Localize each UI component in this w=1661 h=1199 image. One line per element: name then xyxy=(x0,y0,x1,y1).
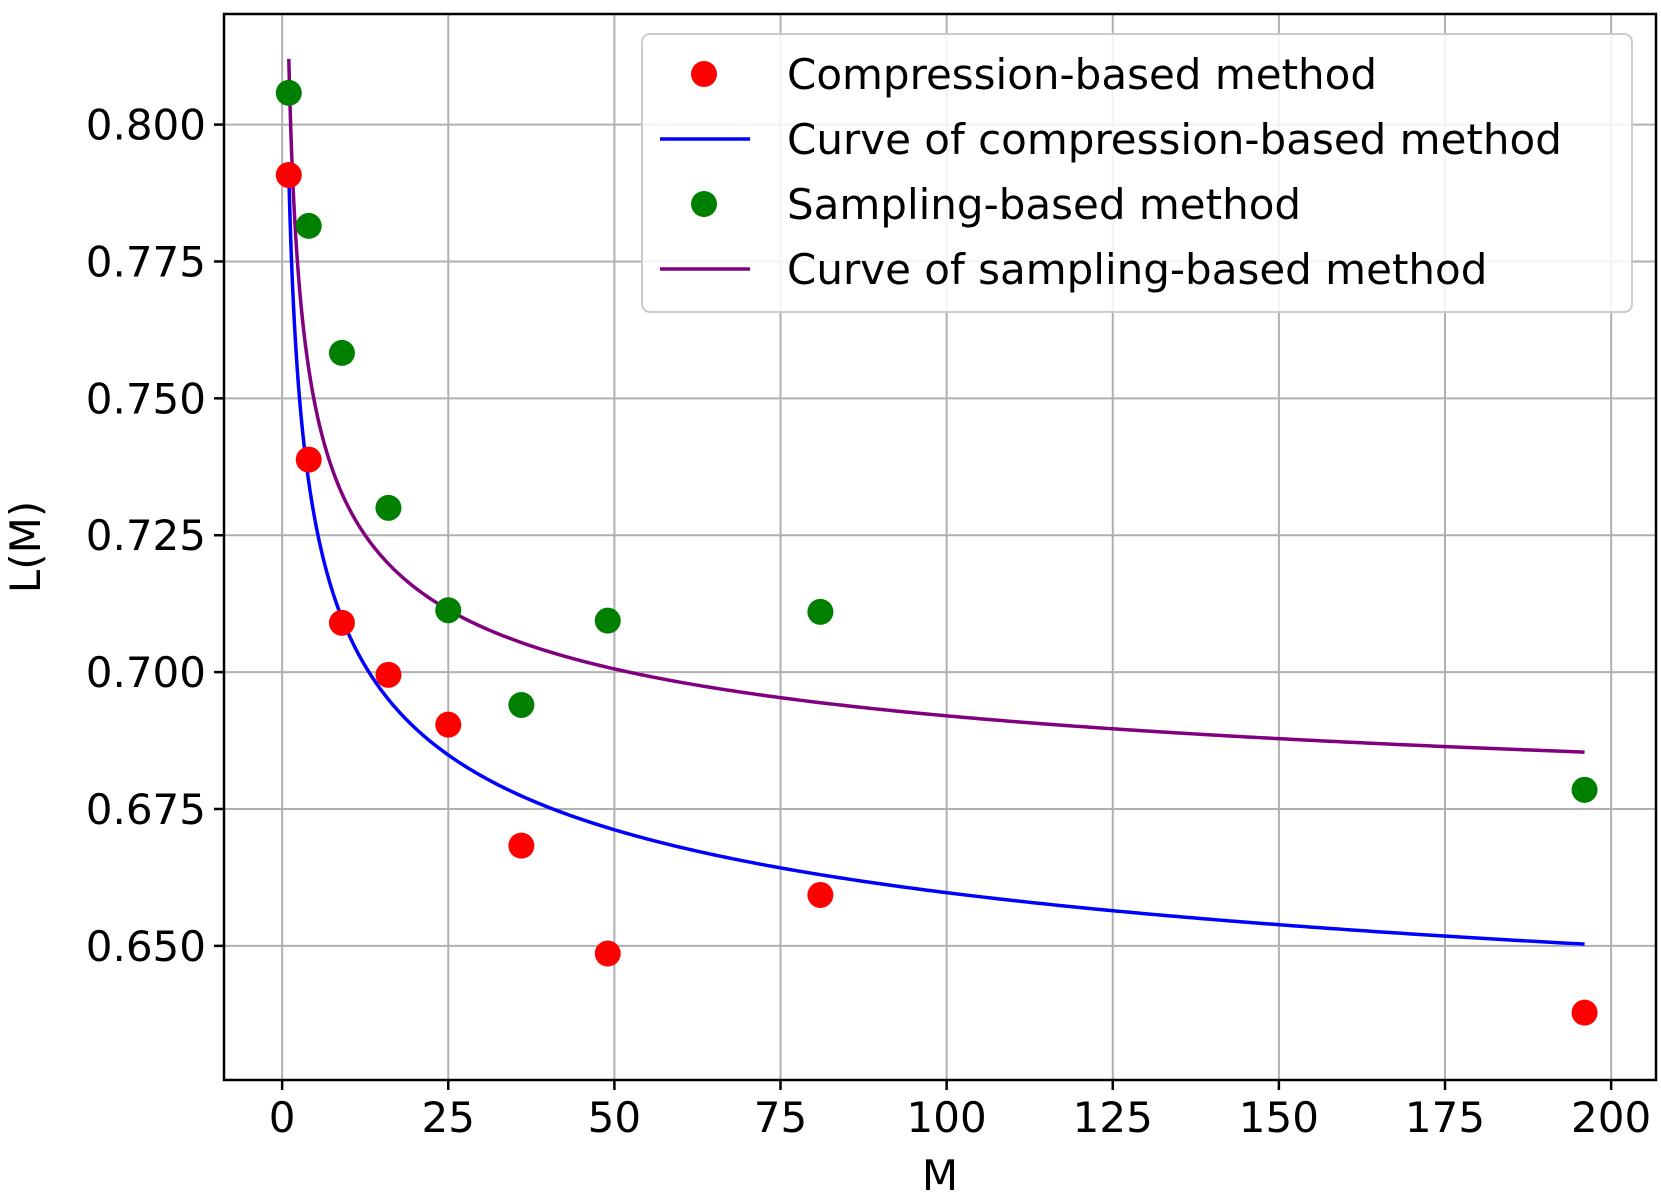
y-tick-label: 0.700 xyxy=(86,648,206,697)
legend-label: Compression-based method xyxy=(787,50,1377,99)
y-tick-label: 0.675 xyxy=(86,785,206,834)
data-point xyxy=(807,598,834,625)
data-point xyxy=(435,711,462,738)
plot-frame xyxy=(222,12,1658,1082)
data-point xyxy=(295,446,322,473)
legend-marker xyxy=(691,61,717,87)
x-axis-title: M xyxy=(922,1151,958,1199)
data-point xyxy=(275,79,302,106)
series-line xyxy=(287,58,1585,754)
data-point xyxy=(1571,999,1598,1026)
y-tick-label: 0.800 xyxy=(86,101,206,150)
legend-label: Curve of compression-based method xyxy=(787,115,1562,164)
y-tick-label: 0.650 xyxy=(86,922,206,971)
axis-ticks: 0 25 50 75 100 125 150 175 200 0.650 0.675 0.700 0.7… xyxy=(86,101,1651,1142)
legend: Compression-based method Curve of compres… xyxy=(641,33,1633,313)
x-tick-label: 200 xyxy=(1571,1093,1651,1142)
x-tick-label: 175 xyxy=(1405,1093,1485,1142)
data-point xyxy=(508,832,535,859)
data-point xyxy=(435,597,462,624)
data-point xyxy=(328,609,355,636)
legend-marker xyxy=(691,191,717,217)
data-point xyxy=(328,339,355,366)
legend-label: Curve of sampling-based method xyxy=(787,245,1487,294)
x-tick-label: 75 xyxy=(754,1093,807,1142)
x-tick-label: 150 xyxy=(1239,1093,1319,1142)
x-tick-label: 0 xyxy=(269,1093,296,1142)
y-axis-title: L(M) xyxy=(1,501,50,593)
data-point xyxy=(594,940,621,967)
legend-label: Sampling-based method xyxy=(787,180,1301,229)
data-point xyxy=(375,661,402,688)
data-points xyxy=(275,79,1598,1026)
data-point xyxy=(508,691,535,718)
data-point xyxy=(275,161,302,188)
x-tick-label: 100 xyxy=(907,1093,987,1142)
data-point xyxy=(1571,776,1598,803)
y-tick-label: 0.725 xyxy=(86,511,206,560)
y-tick-label: 0.750 xyxy=(86,374,206,423)
x-tick-label: 125 xyxy=(1073,1093,1153,1142)
curves xyxy=(287,58,1585,946)
y-tick-label: 0.775 xyxy=(86,237,206,286)
series-line xyxy=(287,173,1585,946)
data-point xyxy=(375,494,402,521)
data-point xyxy=(295,212,322,239)
data-point xyxy=(594,607,621,634)
data-point xyxy=(807,881,834,908)
legend-box xyxy=(641,33,1633,313)
x-tick-label: 25 xyxy=(422,1093,475,1142)
x-tick-label: 50 xyxy=(588,1093,641,1142)
